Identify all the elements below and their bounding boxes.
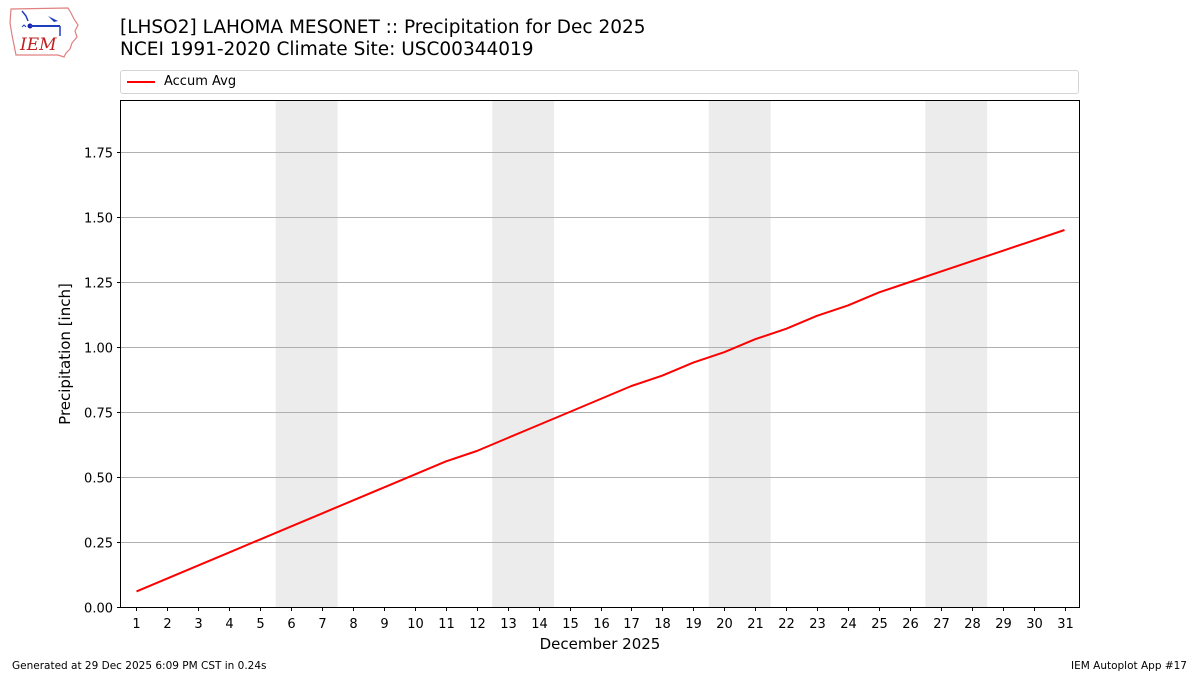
y-tick-label: 0.75: [84, 407, 113, 422]
x-tick-label: 2: [163, 617, 171, 632]
weekend-shading: [275, 100, 988, 607]
x-tick-label: 11: [438, 617, 455, 632]
plot-frame: [120, 100, 1080, 608]
y-axis-label: Precipitation [inch]: [56, 283, 74, 425]
x-tick-label: 7: [318, 617, 326, 632]
x-tick-label: 4: [225, 617, 233, 632]
generated-timestamp: Generated at 29 Dec 2025 6:09 PM CST in …: [12, 660, 267, 672]
x-tick-label: 17: [623, 617, 640, 632]
weekend-span: [925, 100, 988, 607]
x-tick-label: 29: [995, 617, 1012, 632]
x-axis-label: December 2025: [540, 635, 661, 653]
y-tick-label: 1.25: [84, 277, 113, 292]
iem-logo: IEM: [8, 5, 80, 59]
y-tick-label: 0.00: [84, 602, 113, 617]
x-tick-label: 5: [256, 617, 264, 632]
y-tick-label: 0.25: [84, 537, 113, 552]
x-tick-label: 1: [132, 617, 140, 632]
y-tick-label: 1.50: [84, 212, 113, 227]
gridlines: [121, 152, 1080, 543]
legend: Accum Avg: [120, 70, 1079, 94]
x-tick-label: 12: [469, 617, 486, 632]
app-credit: IEM Autoplot App #17: [1071, 660, 1187, 672]
x-tick-label: 13: [500, 617, 517, 632]
x-tick-label: 18: [654, 617, 671, 632]
x-tick-label: 30: [1026, 617, 1043, 632]
chart-title: [LHSO2] LAHOMA MESONET :: Precipitation …: [120, 17, 646, 61]
x-tick-label: 15: [562, 617, 579, 632]
x-tick-label: 3: [194, 617, 202, 632]
x-tick-label: 23: [809, 617, 826, 632]
x-tick-label: 28: [964, 617, 981, 632]
x-tick-label: 6: [287, 617, 295, 632]
x-tick-label: 8: [349, 617, 357, 632]
x-tick-label: 31: [1057, 617, 1074, 632]
title-line-1: [LHSO2] LAHOMA MESONET :: Precipitation …: [120, 17, 646, 38]
iowa-map-icon: IEM: [9, 7, 79, 58]
x-tick-label: 24: [840, 617, 857, 632]
x-tick-label: 22: [778, 617, 795, 632]
x-tick-label: 16: [593, 617, 610, 632]
legend-label-accum-avg: Accum Avg: [164, 74, 237, 89]
logo-text: IEM: [19, 35, 57, 55]
weekend-span: [492, 100, 555, 607]
title-line-2: NCEI 1991-2020 Climate Site: USC00344019: [120, 39, 534, 60]
x-tick-label: 26: [902, 617, 919, 632]
x-tick-label: 27: [933, 617, 950, 632]
y-axis: 0.00 0.25 0.50 0.75 1.00 1.25 1.50 1.75: [84, 147, 121, 617]
x-tick-label: 10: [407, 617, 424, 632]
x-tick-label: 14: [531, 617, 548, 632]
x-tick-label: 21: [747, 617, 764, 632]
x-tick-label: 20: [716, 617, 733, 632]
weekend-span: [275, 100, 338, 607]
x-axis: 1 2 3 4 5 6 7 8 9 10 11 12 13 14 15 16 17 18 19 20 21 22 23 24 2…: [132, 607, 1074, 632]
accum-avg-line: [136, 229, 1065, 593]
legend-swatch-accum-avg: [127, 81, 155, 83]
x-tick-label: 19: [685, 617, 702, 632]
x-tick-label: 9: [380, 617, 388, 632]
y-tick-label: 1.75: [84, 147, 113, 162]
y-tick-label: 1.00: [84, 342, 113, 357]
y-tick-label: 0.50: [84, 472, 113, 487]
x-tick-label: 25: [871, 617, 888, 632]
